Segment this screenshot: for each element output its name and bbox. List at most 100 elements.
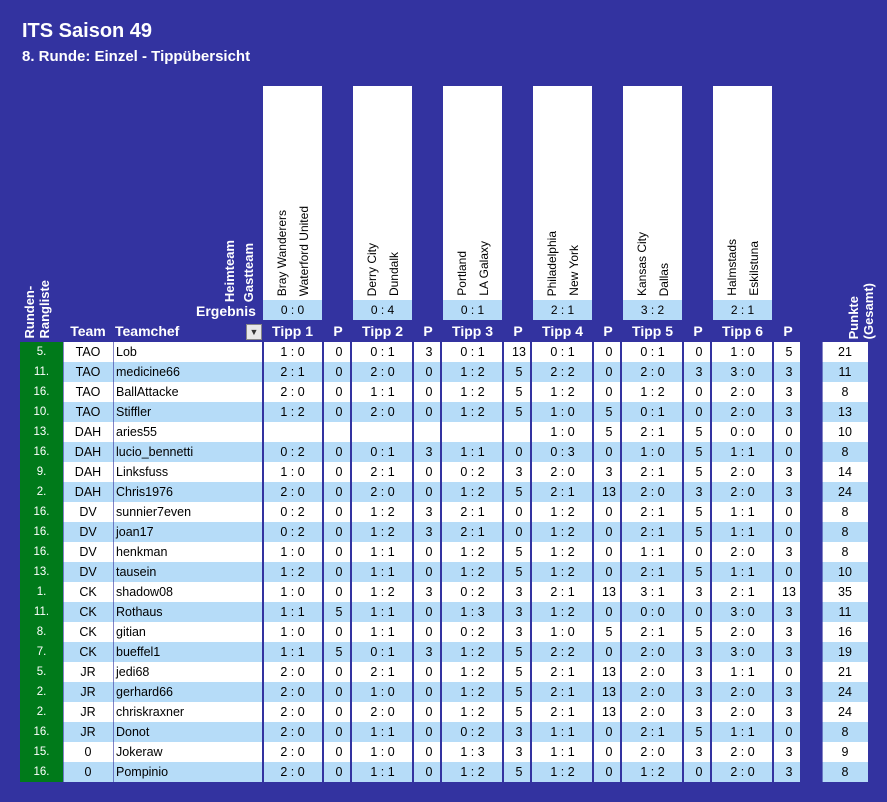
- points-cell: 13: [508, 342, 530, 362]
- team-header[interactable]: Team: [70, 323, 106, 339]
- points-cell: 3: [778, 702, 800, 722]
- row-fill: [592, 762, 598, 782]
- points-cell: 0: [328, 442, 350, 462]
- total-points-cell: 21: [822, 662, 868, 682]
- points-cell: 3: [778, 682, 800, 702]
- teamchef-cell: Chris1976: [113, 482, 263, 502]
- tipp-4-header: Tipp 4: [542, 323, 583, 339]
- row-fill: [502, 522, 508, 542]
- tipp-cell: 1 : 0: [713, 342, 772, 362]
- points-cell: 13: [598, 662, 620, 682]
- row-fill: [322, 682, 328, 702]
- total-points-cell: 21: [822, 342, 868, 362]
- row-fill: [502, 742, 508, 762]
- row-fill: [772, 682, 778, 702]
- row-fill: [322, 422, 328, 442]
- row-fill: [412, 682, 418, 702]
- total-points-cell: 8: [822, 502, 868, 522]
- row-fill: [322, 482, 328, 502]
- tipp-cell: 2 : 0: [713, 482, 772, 502]
- column-divider: [113, 340, 114, 782]
- tipp-cell: 3 : 0: [713, 362, 772, 382]
- tipp-cell: 1 : 2: [533, 542, 592, 562]
- points-cell: 3: [688, 362, 710, 382]
- points-cell: 3: [418, 442, 440, 462]
- points-cell: 13: [598, 682, 620, 702]
- row-fill: [502, 602, 508, 622]
- match-2-result: 0 : 4: [353, 300, 412, 320]
- points-cell: 0: [328, 622, 350, 642]
- points-cell: 3: [418, 342, 440, 362]
- points-cell: 0: [598, 502, 620, 522]
- points-cell: 0: [598, 382, 620, 402]
- points-cell: 5: [508, 562, 530, 582]
- points-cell: 3: [778, 402, 800, 422]
- match-5-teams: Kansas City Dallas: [623, 86, 682, 300]
- points-cell: 3: [508, 602, 530, 622]
- points-cell: 0: [508, 442, 530, 462]
- total-points-cell: 13: [822, 402, 868, 422]
- points-cell: 0: [328, 382, 350, 402]
- points-cell: 0: [418, 622, 440, 642]
- points-cell: 3: [598, 462, 620, 482]
- row-fill: [322, 442, 328, 462]
- total-points-cell: 10: [822, 562, 868, 582]
- rank-cell: 1.: [20, 582, 63, 602]
- teamchef-cell: lucio_bennetti: [113, 442, 263, 462]
- row-fill: [682, 602, 688, 622]
- tipp-cell: 1 : 1: [353, 542, 412, 562]
- points-cell: 0: [688, 602, 710, 622]
- points-cell: 3: [688, 662, 710, 682]
- team-cell: CK: [63, 602, 113, 622]
- filter-dropdown-icon[interactable]: ▼: [246, 324, 262, 340]
- tipp-cell: 1 : 3: [443, 742, 502, 762]
- row-fill: [412, 462, 418, 482]
- teamchef-header[interactable]: Teamchef: [115, 323, 180, 339]
- team-cell: DV: [63, 522, 113, 542]
- tipp-cell: 0 : 1: [353, 442, 412, 462]
- points-cell: 3: [508, 742, 530, 762]
- tipp-cell: 2 : 0: [713, 402, 772, 422]
- rank-cell: 10.: [20, 402, 63, 422]
- column-divider: [350, 340, 352, 782]
- team-cell: CK: [63, 642, 113, 662]
- points-cell: 0: [418, 722, 440, 742]
- row-fill: [322, 362, 328, 382]
- rank-cell: 16.: [20, 722, 63, 742]
- row-fill: [772, 582, 778, 602]
- row-fill: [772, 342, 778, 362]
- tipp-cell: 2 : 0: [353, 362, 412, 382]
- points-cell: 5: [508, 362, 530, 382]
- row-fill: [322, 562, 328, 582]
- points-4-header: P: [603, 323, 613, 339]
- total-points-cell: 24: [822, 482, 868, 502]
- tipp-cell: 2 : 0: [713, 622, 772, 642]
- points-cell: 5: [688, 562, 710, 582]
- teamchef-cell: gitian: [113, 622, 263, 642]
- tipp-cell: 2 : 0: [713, 762, 772, 782]
- tipp-cell: 1 : 2: [623, 762, 682, 782]
- rank-cell: 16.: [20, 502, 63, 522]
- rank-cell: 16.: [20, 442, 63, 462]
- row-fill: [502, 682, 508, 702]
- points-cell: 0: [598, 522, 620, 542]
- row-fill: [682, 742, 688, 762]
- rank-cell: 9.: [20, 462, 63, 482]
- points-cell: 3: [508, 582, 530, 602]
- tipp-cell: 0 : 1: [623, 402, 682, 422]
- row-fill: [412, 662, 418, 682]
- points-cell: 5: [508, 482, 530, 502]
- tipp-cell: 2 : 0: [353, 482, 412, 502]
- row-fill: [772, 702, 778, 722]
- row-fill: [772, 622, 778, 642]
- column-divider: [710, 340, 712, 782]
- row-fill: [412, 342, 418, 362]
- points-cell: 0: [688, 542, 710, 562]
- team-cell: DV: [63, 502, 113, 522]
- gastteam-label: Gastteam: [241, 242, 256, 302]
- points-cell: 0: [778, 722, 800, 742]
